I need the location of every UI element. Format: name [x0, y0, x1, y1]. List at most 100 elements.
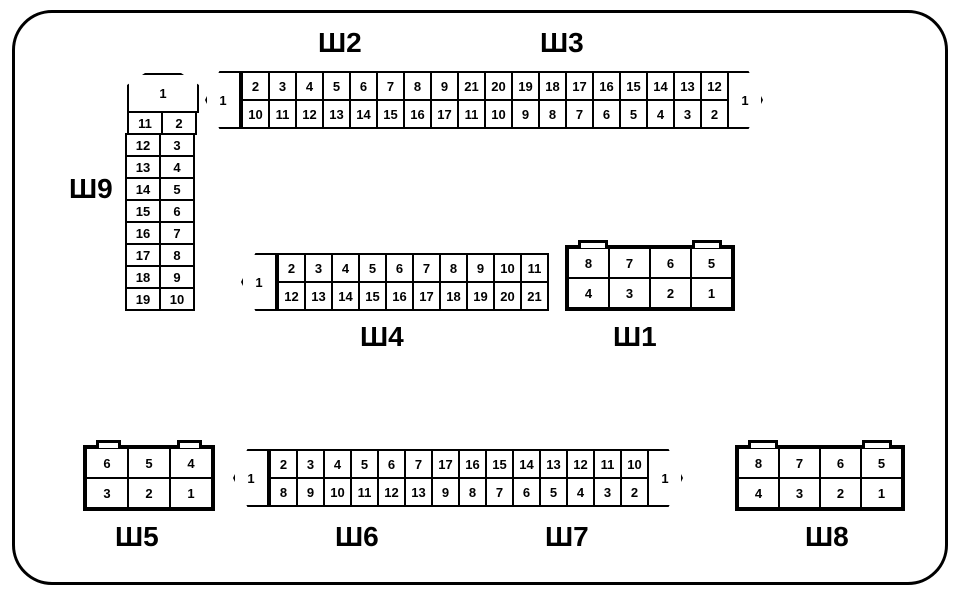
pin-cell: 8 — [738, 448, 779, 478]
pin-cell: 7 — [565, 99, 594, 129]
sh5-grid: 654321 — [86, 448, 212, 508]
pin-cell: 12 — [566, 449, 595, 479]
pin-cell: 7 — [404, 449, 433, 479]
pin-cell: 17 — [125, 243, 161, 267]
sh1-grid: 87654321 — [568, 248, 732, 308]
pin-cell: 15 — [125, 199, 161, 223]
pin-cell: 19 — [466, 281, 495, 311]
connector-sh6-sh7: 1 234567 8910111213 1716151413121110 987… — [233, 449, 683, 507]
pin-cell: 14 — [512, 449, 541, 479]
sh6-bottom-row: 8910111213 — [269, 477, 433, 507]
pin-cell: 18 — [125, 265, 161, 289]
pin-cell: 9 — [431, 477, 460, 507]
pin-cell: 9 — [296, 477, 325, 507]
pin-cell: 6 — [592, 99, 621, 129]
pin-cell: 15 — [485, 449, 514, 479]
label-sh2: Ш2 — [318, 27, 362, 59]
pin-cell: 19 — [125, 287, 161, 311]
pin-cell: 1 — [170, 478, 212, 508]
sh3-bottom-row: 111098765432 — [457, 99, 729, 129]
pin-cell: 15 — [358, 281, 387, 311]
label-sh7: Ш7 — [545, 521, 589, 553]
sh9-right-col: 2345678910 — [161, 111, 197, 311]
pin-cell: 2 — [700, 99, 729, 129]
pin-cell: 3 — [86, 478, 128, 508]
sh9-cap: 1 — [127, 73, 199, 113]
pin-cell: 6 — [159, 199, 195, 223]
sh8-tab-left — [748, 440, 778, 448]
pin-cell: 14 — [646, 71, 675, 101]
pin-cell: 3 — [268, 71, 297, 101]
pin-cell: 9 — [159, 265, 195, 289]
pin-cell: 7 — [412, 253, 441, 283]
pin-cell: 15 — [619, 71, 648, 101]
sh1-tab-left — [578, 240, 608, 248]
pin-cell: 11 — [593, 449, 622, 479]
sh7-top-row: 1716151413121110 — [431, 449, 649, 479]
pin-cell: 19 — [511, 71, 540, 101]
pin-cell: 10 — [493, 253, 522, 283]
pin-cell: 6 — [820, 448, 861, 478]
sh6-top-row: 234567 — [269, 449, 433, 479]
pin-cell: 4 — [323, 449, 352, 479]
diagram-frame: Ш2 Ш3 Ш9 Ш4 Ш1 Ш5 Ш6 Ш7 Ш8 1 11121314151… — [12, 10, 948, 585]
pin-cell: 5 — [358, 253, 387, 283]
pin-cell: 20 — [493, 281, 522, 311]
pin-cell: 18 — [538, 71, 567, 101]
pin-cell: 13 — [539, 449, 568, 479]
pin-cell: 12 — [295, 99, 324, 129]
sh3-right-cap: 1 — [727, 71, 763, 129]
sh1-tab-right — [692, 240, 722, 248]
pin-cell: 5 — [619, 99, 648, 129]
pin-cell: 6 — [512, 477, 541, 507]
pin-cell: 11 — [268, 99, 297, 129]
pin-cell: 2 — [241, 71, 270, 101]
pin-cell: 5 — [691, 248, 732, 278]
pin-cell: 6 — [650, 248, 691, 278]
pin-cell: 3 — [593, 477, 622, 507]
pin-cell: 10 — [620, 449, 649, 479]
pin-cell: 4 — [170, 448, 212, 478]
pin-cell: 1 — [861, 478, 902, 508]
pin-cell: 16 — [458, 449, 487, 479]
pin-cell: 8 — [439, 253, 468, 283]
pin-cell: 7 — [779, 448, 820, 478]
label-sh1: Ш1 — [613, 321, 657, 353]
pin-cell: 2 — [650, 278, 691, 308]
pin-cell: 16 — [125, 221, 161, 245]
pin-cell: 7 — [159, 221, 195, 245]
pin-cell: 5 — [861, 448, 902, 478]
pin-cell: 9 — [511, 99, 540, 129]
pin-cell: 4 — [331, 253, 360, 283]
pin-cell: 6 — [385, 253, 414, 283]
pin-cell: 18 — [439, 281, 468, 311]
connector-sh4: 1 234567891011 12131415161718192021 — [241, 253, 549, 311]
pin-cell: 17 — [412, 281, 441, 311]
pin-cell: 12 — [377, 477, 406, 507]
pin-cell: 4 — [568, 278, 609, 308]
pin-cell: 12 — [125, 133, 161, 157]
pin-cell: 8 — [269, 477, 298, 507]
pin-cell: 8 — [458, 477, 487, 507]
pin-cell: 3 — [609, 278, 650, 308]
pin-cell: 8 — [538, 99, 567, 129]
sh6-left-cap: 1 — [233, 449, 269, 507]
pin-cell: 8 — [568, 248, 609, 278]
label-sh8: Ш8 — [805, 521, 849, 553]
connector-sh5: 654321 — [83, 445, 215, 511]
pin-cell: 4 — [295, 71, 324, 101]
sh7-bottom-row: 98765432 — [431, 477, 649, 507]
pin-cell: 6 — [349, 71, 378, 101]
pin-cell: 6 — [86, 448, 128, 478]
connector-sh8: 87654321 — [735, 445, 905, 511]
pin-cell: 10 — [323, 477, 352, 507]
pin-cell: 11 — [350, 477, 379, 507]
sh9-left-col: 111213141516171819 — [127, 111, 163, 311]
pin-cell: 14 — [125, 177, 161, 201]
pin-cell: 7 — [609, 248, 650, 278]
pin-cell: 15 — [376, 99, 405, 129]
sh4-top-row: 234567891011 — [277, 253, 549, 283]
pin-cell: 17 — [431, 449, 460, 479]
pin-cell: 2 — [269, 449, 298, 479]
sh4-bottom-row: 12131415161718192021 — [277, 281, 549, 311]
